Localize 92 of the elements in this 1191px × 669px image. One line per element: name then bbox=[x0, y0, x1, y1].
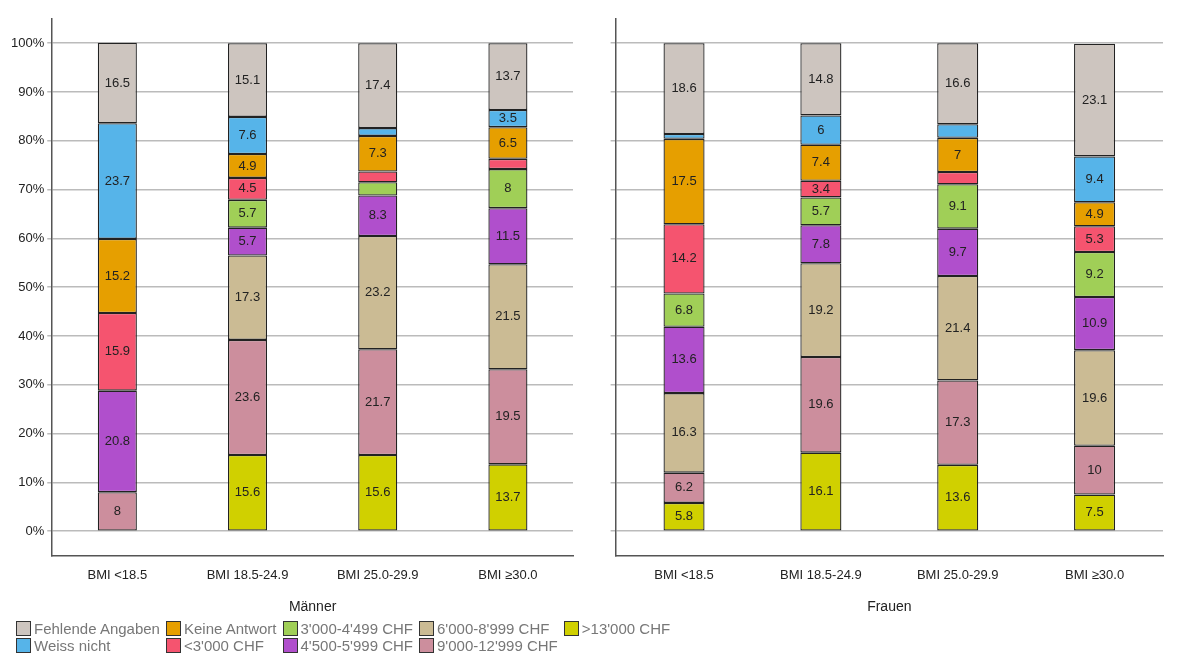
y-tick-label: 20% bbox=[18, 425, 45, 441]
data-label: 13.6 bbox=[945, 489, 971, 505]
data-label: 19.6 bbox=[808, 396, 834, 412]
x-axis-title: Frauen bbox=[867, 598, 912, 615]
x-axis-title: Männer bbox=[288, 598, 337, 615]
x-tick-label: BMI ≥30.0 bbox=[1064, 566, 1125, 582]
data-label: 17.4 bbox=[365, 77, 391, 93]
data-label: 23.2 bbox=[365, 284, 391, 300]
y-tick-label: 50% bbox=[18, 278, 45, 294]
data-label: 19.6 bbox=[1081, 389, 1108, 405]
y-tick-label: 80% bbox=[18, 132, 45, 148]
data-label: 5.7 bbox=[238, 233, 257, 249]
data-label: 16.6 bbox=[945, 75, 971, 91]
data-label: 23.6 bbox=[234, 389, 261, 405]
x-tick-label: BMI <18.5 bbox=[654, 566, 714, 582]
data-label: 14.8 bbox=[808, 70, 834, 86]
data-label: 7.5 bbox=[1085, 504, 1104, 520]
data-label: 21.7 bbox=[365, 393, 391, 409]
data-label: 4.5 bbox=[238, 180, 257, 196]
data-label: 19.5 bbox=[495, 408, 521, 424]
data-label: 3.5 bbox=[498, 110, 517, 126]
data-label: 17.3 bbox=[945, 414, 971, 430]
data-label: 6.8 bbox=[675, 301, 694, 317]
data-label: 7 bbox=[954, 146, 962, 162]
data-label: 11.5 bbox=[495, 227, 521, 243]
y-tick-label: 60% bbox=[18, 229, 45, 245]
data-label: 5.7 bbox=[811, 202, 830, 218]
data-label: 13.7 bbox=[495, 68, 521, 84]
data-label: 15.2 bbox=[104, 267, 130, 283]
data-label: 16.3 bbox=[671, 424, 697, 440]
legend-label: <3'000 CHF bbox=[183, 637, 264, 654]
data-label: 9.7 bbox=[948, 243, 967, 259]
y-tick-label: 100% bbox=[11, 34, 45, 50]
data-label: 6 bbox=[817, 121, 825, 137]
x-tick-label: BMI 18.5-24.9 bbox=[206, 566, 289, 582]
data-label: 16.1 bbox=[808, 483, 834, 499]
data-label: 23.1 bbox=[1081, 91, 1108, 107]
x-tick-label: BMI 25.0-29.9 bbox=[916, 566, 999, 582]
data-label: 17.5 bbox=[671, 173, 697, 189]
legend-label: 6'000-8'999 CHF bbox=[436, 620, 550, 637]
y-tick-label: 0% bbox=[25, 522, 45, 538]
x-tick-label: BMI 18.5-24.9 bbox=[780, 566, 862, 582]
legend-label: 9'000-12'999 CHF bbox=[436, 637, 558, 654]
y-tick-label: 10% bbox=[18, 473, 45, 489]
data-label: 21.5 bbox=[495, 308, 521, 324]
data-label: 20.8 bbox=[104, 432, 130, 448]
data-label: 10.9 bbox=[1081, 315, 1108, 331]
data-label: 15.6 bbox=[365, 484, 391, 500]
data-label: 10 bbox=[1087, 461, 1102, 477]
data-label: 8 bbox=[504, 180, 512, 196]
y-tick-label: 70% bbox=[18, 181, 45, 197]
data-label: 16.5 bbox=[104, 74, 130, 90]
data-label: 7.6 bbox=[238, 127, 257, 143]
y-tick-label: 90% bbox=[18, 83, 45, 99]
data-label: 3.4 bbox=[811, 180, 830, 196]
data-label: 4.9 bbox=[1085, 205, 1104, 221]
data-label: 17.3 bbox=[234, 289, 261, 305]
data-label: 6.5 bbox=[498, 134, 517, 150]
data-label: 5.3 bbox=[1085, 230, 1104, 246]
data-label: 15.6 bbox=[234, 484, 261, 500]
x-tick-label: BMI 25.0-29.9 bbox=[336, 566, 419, 582]
legend-label: Fehlende Angaben bbox=[34, 620, 160, 637]
y-tick-label: 30% bbox=[18, 376, 45, 392]
data-label: 19.2 bbox=[808, 301, 834, 317]
data-label: 8 bbox=[113, 502, 121, 518]
legend-label: 4'500-5'999 CHF bbox=[300, 637, 413, 654]
data-label: 7.8 bbox=[811, 235, 830, 251]
data-label: 7.4 bbox=[811, 154, 830, 170]
legend-label: >13'000 CHF bbox=[581, 620, 671, 637]
legend-label: Keine Antwort bbox=[183, 620, 277, 637]
data-label: 14.2 bbox=[671, 250, 697, 266]
data-label: 7.3 bbox=[368, 145, 387, 161]
data-label: 6.2 bbox=[675, 479, 694, 495]
data-label: 21.4 bbox=[945, 319, 971, 335]
data-label: 9.1 bbox=[948, 198, 967, 214]
x-tick-label: BMI ≥30.0 bbox=[478, 566, 538, 582]
legend-label: 3'000-4'499 CHF bbox=[300, 620, 413, 637]
legend-label: Weiss nicht bbox=[34, 637, 111, 654]
data-label: 4.9 bbox=[238, 157, 257, 173]
data-label: 9.2 bbox=[1085, 266, 1104, 282]
data-label: 18.6 bbox=[671, 80, 697, 96]
data-label: 5.7 bbox=[238, 205, 257, 221]
data-label: 5.8 bbox=[675, 508, 694, 524]
data-label: 23.7 bbox=[104, 172, 130, 188]
data-label: 15.9 bbox=[104, 343, 130, 359]
data-label: 13.7 bbox=[495, 488, 521, 504]
data-label: 9.4 bbox=[1085, 170, 1104, 186]
x-tick-label: BMI <18.5 bbox=[87, 566, 148, 582]
data-label: 13.6 bbox=[671, 351, 697, 367]
y-tick-label: 40% bbox=[18, 327, 45, 343]
data-label: 15.1 bbox=[234, 71, 261, 87]
data-label: 8.3 bbox=[368, 207, 387, 223]
